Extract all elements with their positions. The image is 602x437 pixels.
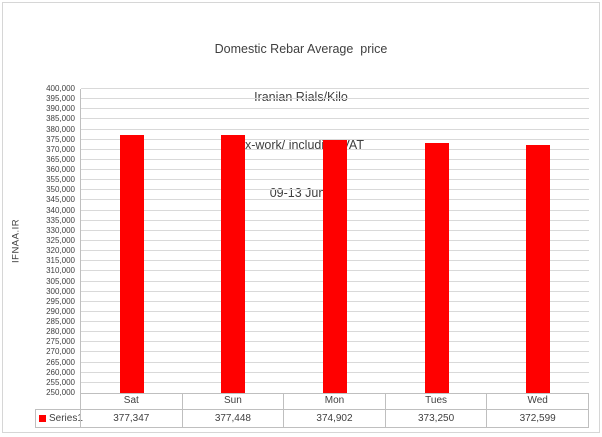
y-tick-label-375000: 375,000 bbox=[46, 134, 75, 144]
y-tick-label-360000: 360,000 bbox=[46, 165, 75, 175]
value-cell-tues: 373,250 bbox=[386, 410, 488, 427]
category-label-sat: Sat bbox=[81, 394, 183, 409]
bar-mon bbox=[323, 139, 347, 393]
y-tick-label-315000: 315,000 bbox=[46, 256, 75, 266]
y-tick-label-260000: 260,000 bbox=[46, 367, 75, 377]
value-cell-mon: 374,902 bbox=[284, 410, 386, 427]
y-tick-label-275000: 275,000 bbox=[46, 337, 75, 347]
gridline-400000 bbox=[81, 88, 589, 89]
y-tick-label-370000: 370,000 bbox=[46, 144, 75, 154]
category-label-sun: Sun bbox=[183, 394, 285, 409]
y-tick-label-280000: 280,000 bbox=[46, 327, 75, 337]
bar-sat bbox=[119, 134, 144, 393]
gridline-375000 bbox=[81, 138, 589, 140]
y-tick-label-365000: 365,000 bbox=[46, 154, 75, 164]
bar-sun bbox=[221, 134, 246, 393]
y-tick-label-305000: 305,000 bbox=[46, 276, 75, 286]
y-tick-label-290000: 290,000 bbox=[46, 306, 75, 316]
title-line-1: Domestic Rebar Average price bbox=[214, 42, 388, 56]
category-label-tues: Tues bbox=[386, 394, 488, 409]
y-axis-labels: 250,000 255,000 260,000 265,000 270,000 275,0… bbox=[0, 84, 75, 397]
gridline-395000 bbox=[81, 98, 589, 100]
gridline-390000 bbox=[81, 108, 589, 110]
y-tick-label-340000: 340,000 bbox=[46, 205, 75, 215]
y-tick-label-335000: 335,000 bbox=[46, 215, 75, 225]
y-tick-label-265000: 265,000 bbox=[46, 357, 75, 367]
y-tick-label-390000: 390,000 bbox=[46, 104, 75, 114]
gridline-385000 bbox=[81, 118, 589, 120]
gridline-380000 bbox=[81, 128, 589, 130]
legend-key-icon bbox=[39, 415, 46, 422]
y-tick-label-385000: 385,000 bbox=[46, 114, 75, 124]
bar-tues bbox=[424, 143, 449, 393]
value-cell-sun: 377,448 bbox=[183, 410, 285, 427]
y-tick-label-255000: 255,000 bbox=[46, 377, 75, 387]
value-cell-sat: 377,347 bbox=[81, 410, 183, 427]
y-tick-label-350000: 350,000 bbox=[46, 185, 75, 195]
y-tick-label-330000: 330,000 bbox=[46, 225, 75, 235]
y-tick-label-310000: 310,000 bbox=[46, 266, 75, 276]
y-tick-label-400000: 400,000 bbox=[46, 84, 75, 93]
title-line-2: Iranian Rials/Kilo bbox=[254, 90, 348, 104]
y-tick-label-380000: 380,000 bbox=[46, 124, 75, 134]
legend-label: Series1 bbox=[49, 413, 83, 424]
category-row: Sat Sun Mon Tues Wed bbox=[80, 394, 589, 409]
y-tick-label-300000: 300,000 bbox=[46, 286, 75, 296]
y-tick-label-325000: 325,000 bbox=[46, 236, 75, 245]
y-tick-label-295000: 295,000 bbox=[46, 296, 75, 306]
plot-area bbox=[80, 88, 589, 394]
y-tick-label-270000: 270,000 bbox=[46, 347, 75, 357]
value-row: 377,347 377,448 374,902 373,250 372,599 bbox=[80, 409, 589, 428]
y-tick-label-250000: 250,000 bbox=[46, 388, 75, 397]
bar-wed bbox=[526, 144, 551, 393]
y-tick-label-285000: 285,000 bbox=[46, 317, 75, 327]
category-label-mon: Mon bbox=[284, 394, 386, 409]
y-tick-label-395000: 395,000 bbox=[46, 94, 75, 104]
legend-cell: Series1 bbox=[35, 409, 83, 428]
category-label-wed: Wed bbox=[487, 394, 589, 409]
y-tick-label-320000: 320,000 bbox=[46, 246, 75, 256]
value-cell-wed: 372,599 bbox=[487, 410, 589, 427]
y-tick-label-355000: 355,000 bbox=[46, 175, 75, 185]
y-tick-label-345000: 345,000 bbox=[46, 195, 75, 205]
